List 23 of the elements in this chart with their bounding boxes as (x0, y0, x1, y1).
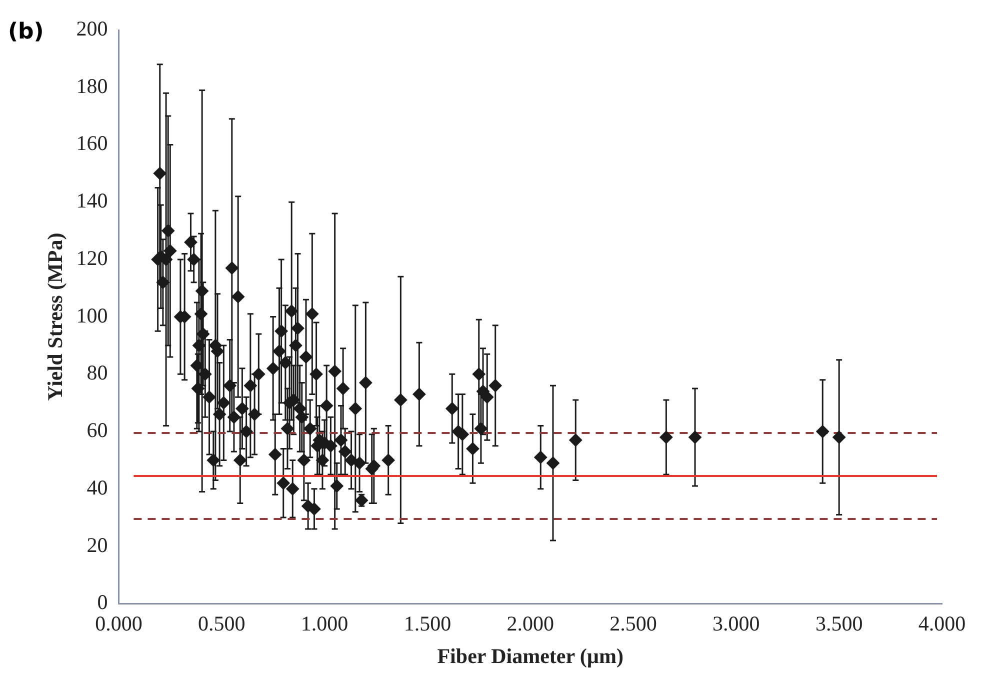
y-tick-label: 160 (76, 131, 108, 156)
y-tick-label: 80 (86, 360, 108, 385)
x-axis-title: Fiber Diameter (µm) (437, 644, 624, 668)
x-tick-label: 3.000 (712, 612, 760, 636)
x-tick-label: 3.500 (815, 612, 863, 636)
y-tick-label: 120 (76, 246, 108, 270)
y-axis-title: Yield Stress (MPa) (43, 232, 68, 401)
y-tick-label: 0 (97, 590, 108, 614)
x-tick-label: 1.000 (300, 612, 348, 636)
y-tick-label: 40 (86, 475, 108, 500)
y-tick-label: 20 (86, 532, 108, 557)
x-tick-label: 2.000 (506, 612, 554, 636)
text: (b) (8, 20, 44, 45)
y-tick-label: 140 (76, 188, 108, 213)
x-tick-label: 2.500 (610, 612, 657, 636)
y-tick-label: 60 (86, 418, 108, 442)
y-tick-label: 200 (76, 16, 108, 41)
x-tick-label: 1.500 (404, 612, 452, 636)
x-tick-label: 0.000 (95, 612, 142, 636)
y-tick-label: 180 (76, 74, 108, 98)
x-tick-label: 0.500 (198, 612, 246, 636)
y-tick-label: 100 (76, 303, 108, 328)
x-tick-label: 4.000 (918, 612, 966, 636)
